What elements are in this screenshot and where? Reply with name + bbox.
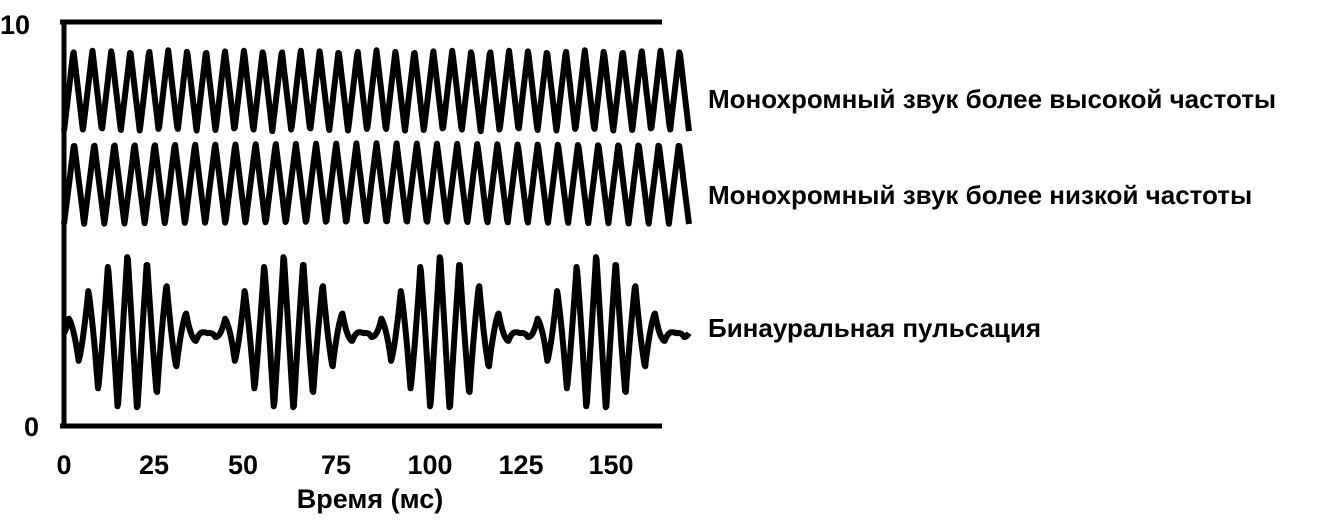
x-tick-labels: 0 25 50 75 100 125 150: [56, 450, 633, 480]
x-tick-label: 0: [56, 450, 71, 480]
series-line-binaural-beat: [61, 254, 692, 411]
x-tick-label: 100: [407, 450, 452, 480]
x-tick-label: 25: [139, 450, 169, 480]
series-line-lower-frequency: [61, 140, 692, 227]
x-tick-label: 75: [321, 450, 351, 480]
x-tick-label: 50: [228, 450, 258, 480]
x-tick-label: 150: [588, 450, 633, 480]
y-tick-label-top: 10: [0, 10, 30, 40]
series-label-higher-frequency: Монохромный звук более высокой частоты: [708, 84, 1276, 114]
x-axis-title: Время (мс): [297, 484, 444, 514]
y-tick-label-bottom: 0: [24, 412, 39, 442]
series-line-higher-frequency: [61, 47, 692, 135]
series-label-binaural-beat: Бинауральная пульсация: [708, 313, 1041, 343]
x-tick-label: 125: [498, 450, 543, 480]
series-label-lower-frequency: Монохромный звук более низкой частоты: [708, 180, 1252, 210]
